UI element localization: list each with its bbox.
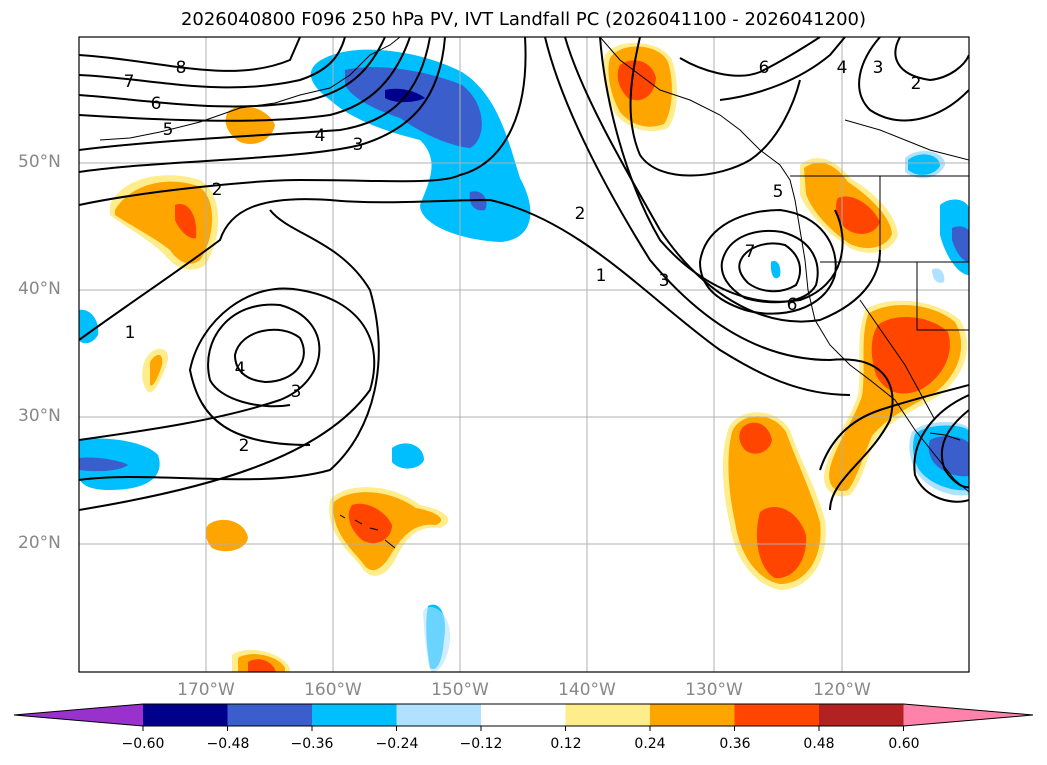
pv-negative-region [952, 226, 969, 262]
pv-positive-region [756, 506, 807, 579]
lon-label-150w: 150°W [431, 680, 489, 700]
contour-label: 1 [596, 266, 607, 286]
pv-positive-region [115, 181, 213, 264]
contour-label: 5 [773, 182, 784, 202]
colorbar-bin [734, 704, 820, 726]
lon-label-140w: 140°W [558, 680, 616, 700]
contour-label: 6 [151, 94, 162, 114]
pv-positive-region [836, 196, 880, 234]
colorbar-extend-low [14, 704, 143, 726]
lon-label-160w: 160°W [304, 680, 362, 700]
colorbar-tick-label: −0.48 [206, 736, 250, 752]
pv-negative-region [392, 443, 424, 469]
colorbar-bin [227, 704, 313, 726]
colorbar-tick-label: 0.24 [634, 736, 666, 752]
pv-negative-region [79, 309, 99, 344]
contour-label: 3 [353, 135, 364, 155]
colorbar-bin [396, 704, 482, 726]
pv-positive-region [175, 204, 197, 239]
contour-label: 4 [315, 126, 326, 146]
contour-label: 7 [745, 242, 756, 262]
pv-positive-region [205, 519, 248, 552]
pv-negative-region [932, 268, 945, 283]
colorbar-bin [565, 704, 651, 726]
contour-label: 3 [873, 58, 884, 78]
pv-positive-region [739, 422, 772, 454]
colorbar-tick-label: 0.48 [803, 736, 835, 752]
pv-positive-region [348, 503, 392, 544]
contour-label: 4 [837, 58, 848, 78]
lon-label-120w: 120°W [813, 680, 871, 700]
pv-negative-region [928, 436, 969, 477]
colorbar-tick-label: −0.60 [121, 736, 165, 752]
contour-label: 8 [176, 58, 187, 78]
pv-negative-region [423, 607, 451, 672]
contour-label: 5 [163, 120, 174, 140]
pv-negative-region [908, 154, 940, 175]
colorbar-tick-label: −0.36 [290, 736, 334, 752]
contour-label: 4 [235, 359, 246, 379]
lat-label-50n: 50°N [18, 152, 61, 172]
colorbar-tick-label: 0.12 [550, 736, 582, 752]
map-panel [79, 37, 969, 672]
colorbar-tick-label: 0.60 [888, 736, 920, 752]
lat-label-20n: 20°N [18, 533, 61, 553]
map-frame [78, 36, 970, 673]
lon-label-170w: 170°W [177, 680, 235, 700]
pv-positive-region [225, 106, 275, 145]
contour-label: 6 [759, 58, 770, 78]
colorbar-bin [819, 704, 904, 726]
pv-positive-region [871, 316, 950, 394]
colorbar-bin [312, 704, 397, 726]
coastlines [99, 37, 969, 549]
contour-label: 3 [291, 382, 302, 402]
contour-label: 7 [124, 72, 135, 92]
colorbar [13, 703, 1034, 731]
pv-negative-region [770, 260, 781, 279]
map-title: 2026040800 F096 250 hPa PV, IVT Landfall… [180, 9, 867, 30]
contour-label: 2 [239, 436, 250, 456]
colorbar-bin [650, 704, 735, 726]
contour-label: 1 [125, 323, 136, 343]
pv-positive-region [150, 354, 163, 386]
lon-label-130w: 130°W [685, 680, 743, 700]
lat-label-30n: 30°N [18, 406, 61, 426]
contour-label: 2 [212, 180, 223, 200]
colorbar-bin [481, 704, 566, 726]
contour-label: 6 [787, 295, 798, 315]
lat-label-40n: 40°N [18, 279, 61, 299]
pv-shading [79, 42, 969, 672]
colorbar-bin [143, 704, 228, 726]
pv-positive-region [617, 60, 656, 101]
colorbar-extend-high [903, 704, 1033, 726]
contour-label: 2 [911, 74, 922, 94]
ivt-contours [79, 37, 969, 511]
contour-label: 2 [575, 204, 586, 224]
pv-negative-region [79, 457, 128, 472]
colorbar-tick-label: −0.24 [375, 736, 419, 752]
contour-label: 3 [659, 271, 670, 291]
colorbar-tick-label: 0.36 [719, 736, 751, 752]
colorbar-tick-label: −0.12 [459, 736, 503, 752]
pv-positive-region [248, 659, 276, 672]
graticule [79, 37, 969, 672]
